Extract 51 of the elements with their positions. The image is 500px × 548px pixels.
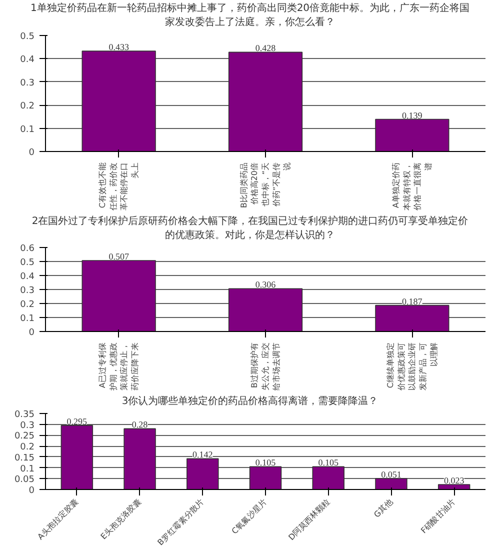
x-tick-label: A已过专利保护期，优惠政策就应停止，药价应降下来 — [98, 342, 140, 392]
y-tick-label: 0 — [28, 328, 35, 338]
y-tick-label: 0.4 — [20, 54, 35, 65]
y-tick-label: 0.2 — [20, 442, 35, 453]
x-tick-label: A单独定价药本就有特权，价格一直很离谱 — [391, 162, 433, 212]
y-tick-label: 0.1 — [20, 124, 35, 134]
data-label: 0.507 — [108, 252, 130, 262]
chart-title: 2在国外过了专利保护后原研药价格会大幅下降，在我国已过专利保护期的进口药仍可享受单独定价的优惠政策。对此，你是怎样认识的？ — [30, 214, 470, 243]
data-label: 0.139 — [402, 110, 423, 120]
y-tick-label: 0 — [28, 148, 35, 158]
data-label: 0.187 — [402, 296, 423, 306]
x-tick-label: C继续单独定价优惠政策可以鼓励企业研发新产品，可以理解 — [386, 342, 438, 392]
data-label: 0.306 — [255, 280, 276, 290]
bar — [438, 484, 470, 490]
y-tick-label: 0.5 — [20, 258, 35, 268]
data-label: 0.433 — [108, 42, 130, 52]
y-tick-label: 0.2 — [20, 101, 35, 112]
y-tick-label: 0.25 — [14, 432, 35, 442]
x-tick-label: F硝酸甘油片 — [419, 498, 458, 536]
x-tick-label: C氧氟沙星片 — [230, 498, 269, 536]
chart-title: 1单独定价药品在新一轮药品招标中摊上事了，药价高出同类20倍竟能中标。为此，广东一药企将国家发改委告上了法庭。亲，你怎么看？ — [30, 2, 470, 30]
x-tick-label: C有效也不能任性，药价改革不能停在口头上 — [98, 162, 140, 212]
x-tick-label: B过期保护有失公允，应交给市场去调节 — [250, 342, 281, 391]
chart-title: 3你认为哪些单独定价的药品价格高得离谱，需要降降温？ — [122, 395, 378, 410]
y-tick-label: 0.1 — [20, 314, 35, 324]
y-tick-label: 0.05 — [14, 476, 35, 486]
data-label: 0.142 — [192, 450, 213, 460]
x-tick-label: E头孢克洛胶囊 — [99, 498, 143, 542]
y-tick-label: 0.1 — [20, 464, 35, 475]
data-label: 0.023 — [444, 476, 465, 486]
x-tick-label: G其他 — [372, 498, 394, 520]
x-tick-label: B比同类药品价格高20倍也中标，“天价药”不是传说 — [239, 162, 292, 208]
data-label: 0.105 — [318, 458, 339, 468]
y-tick-label: 0.2 — [20, 300, 35, 310]
y-tick-label: 0 — [28, 486, 35, 496]
data-label: 0.051 — [381, 470, 402, 480]
x-tick-label: D阿莫西林颗粒 — [286, 498, 332, 542]
y-tick-label: 0.35 — [14, 410, 35, 420]
data-label: 0.428 — [255, 42, 276, 53]
x-tick-label: A头孢拉定胶囊 — [36, 498, 80, 542]
data-label: 0.295 — [66, 416, 88, 427]
y-tick-label: 0.3 — [20, 286, 35, 296]
x-tick-label: B罗红霉素分散片 — [156, 498, 206, 548]
y-tick-label: 0.3 — [20, 78, 35, 88]
y-tick-label: 0.5 — [20, 32, 35, 42]
y-tick-label: 0.3 — [20, 421, 35, 432]
y-tick-label: 0.6 — [20, 244, 35, 254]
data-label: 0.28 — [132, 420, 148, 430]
y-tick-label: 0.4 — [20, 272, 35, 282]
y-tick-label: 0.15 — [14, 454, 35, 464]
data-label: 0.105 — [255, 458, 276, 468]
